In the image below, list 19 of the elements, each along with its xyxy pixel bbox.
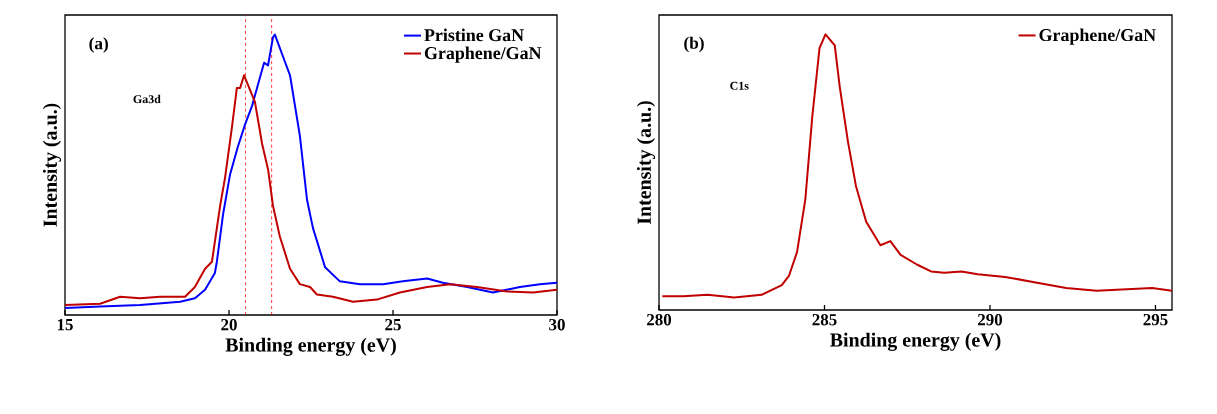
annotation: Ga3d (133, 94, 161, 104)
x-tick-label: 20 (221, 318, 237, 331)
legend-label: Graphene/GaN (424, 46, 542, 63)
legend-label: Pristine GaN (424, 28, 524, 42)
x-tick-label: 30 (549, 318, 565, 331)
annotation: (b) (684, 36, 704, 53)
y-axis-title: Intensity (a.u.) (636, 101, 656, 225)
x-tick-label: 295 (1143, 313, 1168, 326)
legend-label: Graphene/GaN (1039, 28, 1156, 45)
x-tick-label: 285 (812, 313, 837, 326)
y-axis-title: Intensity (a.u.) (42, 103, 62, 227)
x-axis-title: Binding energy (eV) (225, 337, 396, 356)
annotation: C1s (730, 81, 749, 90)
x-tick-label: 280 (647, 313, 672, 326)
x-tick-label: 15 (57, 318, 73, 331)
x-tick-label: 290 (978, 313, 1003, 326)
x-axis-title: Binding energy (eV) (830, 332, 1001, 351)
x-tick-label: 25 (385, 318, 401, 331)
annotation: (a) (89, 37, 108, 53)
